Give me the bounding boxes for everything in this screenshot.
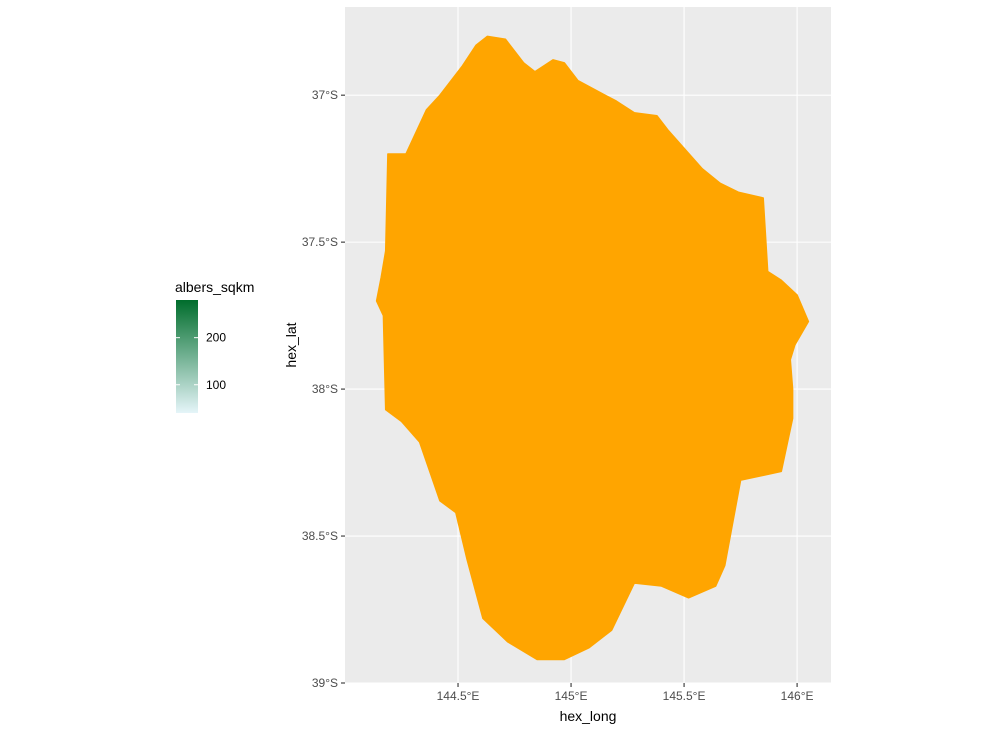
legend-breaks: 100 200 xyxy=(176,331,226,392)
legend-title: albers_sqkm xyxy=(175,279,254,295)
legend-break-label: 200 xyxy=(206,331,226,345)
x-tick-label: 144.5°E xyxy=(437,689,480,703)
y-tick-label: 38°S xyxy=(312,382,338,396)
x-tick-label: 145°E xyxy=(555,689,588,703)
x-axis: 144.5°E 145°E 145.5°E 146°E xyxy=(437,683,814,703)
y-tick-label: 37.5°S xyxy=(302,235,338,249)
y-tick-label: 39°S xyxy=(312,676,338,690)
x-tick-label: 146°E xyxy=(781,689,814,703)
legend-colorbar xyxy=(176,300,198,413)
x-tick-label: 145.5°E xyxy=(663,689,706,703)
y-axis: 37°S 37.5°S 38°S 38.5°S 39°S xyxy=(302,88,345,690)
x-axis-title: hex_long xyxy=(560,708,617,724)
y-axis-title: hex_lat xyxy=(283,322,299,367)
map-region-polygon xyxy=(375,35,810,661)
y-tick-label: 38.5°S xyxy=(302,529,338,543)
legend-break-label: 100 xyxy=(206,378,226,392)
legend: albers_sqkm 100 200 xyxy=(175,279,254,413)
y-tick-label: 37°S xyxy=(312,88,338,102)
